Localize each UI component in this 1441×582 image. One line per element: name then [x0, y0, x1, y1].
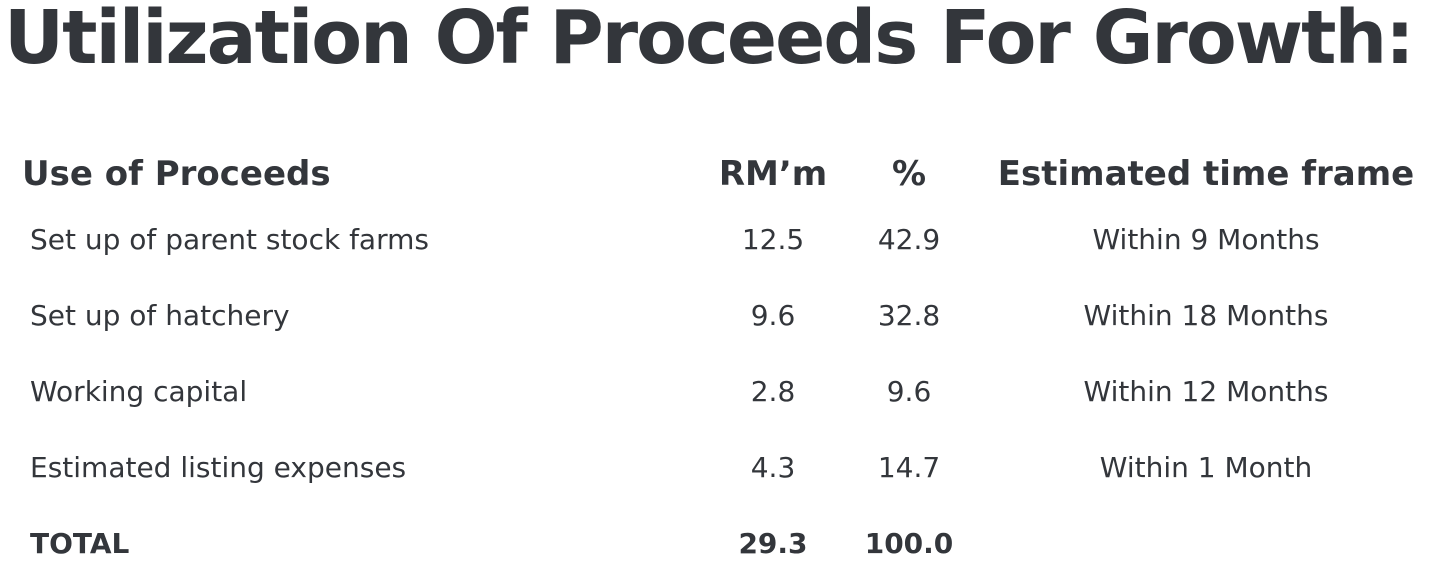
table-cell: 14.7 — [877, 451, 941, 484]
column-header: Use of Proceeds — [22, 154, 331, 194]
table-cell: Set up of hatchery — [30, 299, 290, 332]
table-cell: 9.6 — [886, 375, 932, 408]
table-cell: 2.8 — [750, 375, 796, 408]
total-cell: TOTAL — [30, 527, 130, 560]
column-header: % — [891, 154, 927, 194]
table-cell: Within 9 Months — [1092, 223, 1320, 256]
page-title: Utilization Of Proceeds For Growth: — [4, 0, 1415, 81]
table-cell: Estimated listing expenses — [30, 451, 407, 484]
table-cell: 12.5 — [741, 223, 805, 256]
table-cell: Set up of parent stock farms — [30, 223, 429, 256]
table-cell: 9.6 — [750, 299, 796, 332]
table-cell: Within 1 Month — [1099, 451, 1313, 484]
table-cell: Working capital — [30, 375, 248, 408]
total-cell: 29.3 — [738, 527, 808, 560]
column-header: Estimated time frame — [997, 154, 1415, 194]
total-cell: 100.0 — [864, 527, 954, 560]
column-header: RM’m — [718, 154, 828, 194]
table-cell: Within 18 Months — [1083, 299, 1329, 332]
table-cell: 42.9 — [877, 223, 941, 256]
table-cell: 4.3 — [750, 451, 796, 484]
table-cell: Within 12 Months — [1083, 375, 1329, 408]
table-cell: 32.8 — [877, 299, 941, 332]
